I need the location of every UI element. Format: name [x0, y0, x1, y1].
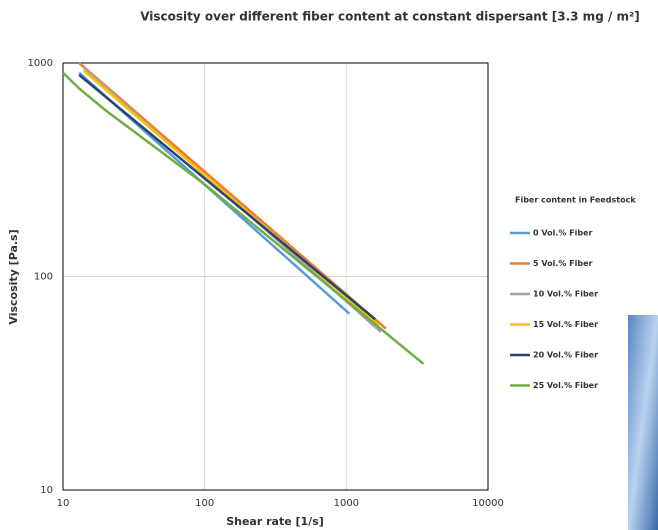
y-tick-label: 100 [34, 272, 53, 283]
series-line [78, 73, 377, 321]
legend-label: 15 Vol.% Fiber [533, 320, 598, 329]
x-tick-label: 10000 [472, 498, 504, 509]
series-line [62, 71, 425, 365]
y-axis-label: Viscosity [Pa.s] [7, 229, 20, 324]
legend-label: 25 Vol.% Fiber [533, 381, 598, 390]
x-tick-label: 10 [57, 498, 70, 509]
photo-fragment [628, 315, 658, 530]
x-tick-label: 1000 [334, 498, 359, 509]
x-tick-label: 100 [195, 498, 214, 509]
x-axis-label: Shear rate [1/s] [226, 515, 324, 528]
chart-title: Viscosity over different fiber content a… [140, 10, 640, 24]
legend-label: 10 Vol.% Fiber [533, 290, 598, 299]
y-tick-label: 10 [40, 485, 53, 496]
y-tick-label: 1000 [28, 58, 53, 69]
plot-frame [62, 62, 489, 491]
legend-label: 20 Vol.% Fiber [533, 351, 598, 360]
legend-label: 5 Vol.% Fiber [533, 259, 593, 268]
legend-label: 0 Vol.% Fiber [533, 229, 593, 238]
legend-title: Fiber content in Feedstock [515, 196, 636, 205]
